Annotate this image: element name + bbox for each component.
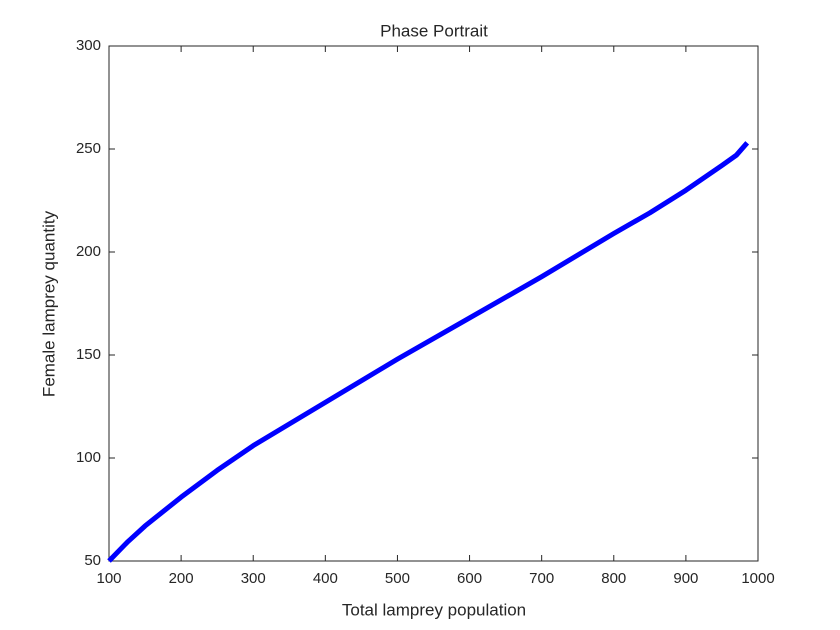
x-tick-label: 400 — [313, 570, 338, 587]
x-tick-label: 500 — [385, 570, 410, 587]
y-axis-label: Female lamprey quantity — [39, 210, 58, 397]
y-tick-label: 50 — [84, 552, 101, 569]
y-tick-label: 150 — [76, 346, 101, 363]
x-tick-label: 100 — [96, 570, 121, 587]
chart-title: Phase Portrait — [380, 21, 488, 40]
y-tick-label: 100 — [76, 449, 101, 466]
data-line — [107, 141, 750, 563]
x-tick-label: 800 — [601, 570, 626, 587]
x-tick-label: 700 — [529, 570, 554, 587]
x-tick-label: 1000 — [741, 570, 774, 587]
x-tick-label: 200 — [169, 570, 194, 587]
x-tick-label: 600 — [457, 570, 482, 587]
y-tick-label: 250 — [76, 140, 101, 157]
x-tick-label: 300 — [241, 570, 266, 587]
y-tick-label: 200 — [76, 243, 101, 260]
plot-frame — [108, 45, 759, 562]
y-tick-label: 300 — [76, 37, 101, 54]
x-axis-label: Total lamprey population — [342, 600, 526, 619]
x-tick-label: 900 — [673, 570, 698, 587]
